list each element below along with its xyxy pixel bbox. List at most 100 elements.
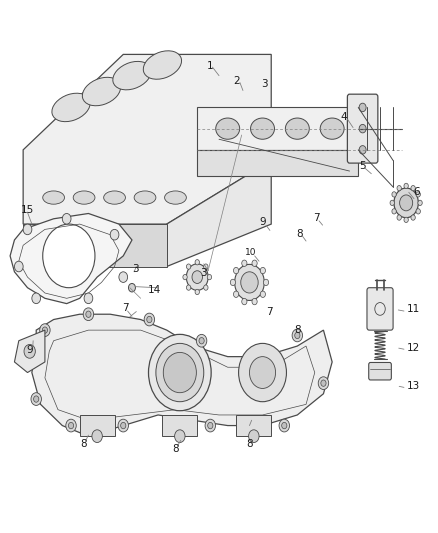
Text: 4: 4	[341, 112, 347, 122]
Circle shape	[252, 298, 257, 305]
Circle shape	[233, 291, 239, 297]
Text: 5: 5	[359, 161, 365, 171]
Circle shape	[14, 261, 23, 272]
Text: 13: 13	[407, 381, 420, 391]
Text: 7: 7	[266, 306, 272, 317]
Polygon shape	[10, 214, 132, 304]
Text: 15: 15	[21, 205, 34, 215]
Text: 3: 3	[200, 268, 207, 278]
Ellipse shape	[143, 51, 181, 79]
Circle shape	[84, 293, 93, 304]
Ellipse shape	[165, 191, 186, 204]
Ellipse shape	[320, 118, 344, 139]
Circle shape	[196, 334, 207, 347]
Polygon shape	[23, 224, 167, 266]
Circle shape	[418, 200, 422, 206]
Circle shape	[62, 214, 71, 224]
Text: 14: 14	[148, 285, 161, 295]
Circle shape	[187, 285, 191, 290]
Circle shape	[118, 419, 128, 432]
Circle shape	[394, 188, 418, 217]
Circle shape	[241, 272, 258, 293]
Circle shape	[204, 264, 208, 269]
Text: 8: 8	[172, 445, 179, 455]
Text: 2: 2	[233, 76, 240, 86]
Circle shape	[42, 327, 47, 333]
Text: 12: 12	[407, 343, 420, 353]
Circle shape	[183, 274, 187, 280]
Circle shape	[187, 264, 191, 269]
Circle shape	[199, 337, 204, 344]
Polygon shape	[14, 330, 45, 373]
Circle shape	[195, 289, 199, 295]
Circle shape	[397, 185, 401, 191]
Text: 3: 3	[132, 264, 139, 274]
Circle shape	[359, 103, 366, 112]
Text: 9: 9	[259, 217, 266, 228]
Circle shape	[416, 192, 420, 197]
Text: 1: 1	[207, 61, 213, 70]
Circle shape	[239, 343, 286, 402]
Text: 8: 8	[296, 229, 303, 239]
Text: 9: 9	[26, 345, 33, 356]
Circle shape	[43, 224, 95, 288]
Text: 3: 3	[261, 78, 268, 88]
Circle shape	[252, 260, 257, 266]
Circle shape	[207, 274, 212, 280]
FancyBboxPatch shape	[369, 362, 391, 380]
Circle shape	[24, 344, 35, 358]
Circle shape	[147, 317, 152, 322]
Circle shape	[249, 430, 259, 442]
Circle shape	[279, 419, 290, 432]
Circle shape	[397, 215, 401, 220]
Circle shape	[83, 308, 94, 320]
Circle shape	[411, 215, 415, 220]
Ellipse shape	[43, 191, 64, 204]
Circle shape	[392, 192, 396, 197]
Circle shape	[411, 185, 415, 191]
Circle shape	[204, 285, 208, 290]
Text: 6: 6	[414, 187, 420, 197]
Circle shape	[295, 332, 300, 338]
Ellipse shape	[104, 191, 125, 204]
Ellipse shape	[73, 191, 95, 204]
Polygon shape	[32, 314, 332, 436]
Circle shape	[31, 393, 42, 406]
Circle shape	[282, 422, 287, 429]
Circle shape	[110, 229, 119, 240]
Circle shape	[416, 209, 420, 214]
Circle shape	[23, 224, 32, 235]
Circle shape	[208, 422, 213, 429]
Circle shape	[128, 284, 135, 292]
Polygon shape	[167, 160, 271, 266]
Circle shape	[195, 260, 199, 265]
Circle shape	[404, 183, 408, 189]
Text: 11: 11	[407, 304, 420, 314]
Circle shape	[66, 419, 76, 432]
Circle shape	[186, 264, 208, 290]
Text: 7: 7	[313, 213, 320, 223]
Ellipse shape	[113, 61, 151, 90]
Circle shape	[148, 334, 211, 411]
Polygon shape	[162, 415, 197, 436]
Text: 8: 8	[80, 439, 87, 449]
Circle shape	[144, 313, 155, 326]
Circle shape	[192, 271, 202, 284]
Circle shape	[321, 380, 326, 386]
Circle shape	[205, 419, 215, 432]
Polygon shape	[80, 415, 115, 436]
Circle shape	[318, 377, 328, 390]
Circle shape	[292, 329, 303, 342]
Circle shape	[250, 357, 276, 389]
Circle shape	[163, 352, 196, 393]
Ellipse shape	[134, 191, 156, 204]
Polygon shape	[237, 415, 271, 436]
Circle shape	[359, 146, 366, 154]
Circle shape	[404, 217, 408, 222]
Text: 8: 8	[246, 439, 253, 449]
Circle shape	[230, 279, 236, 286]
Ellipse shape	[216, 118, 240, 139]
Circle shape	[119, 272, 127, 282]
Circle shape	[392, 209, 396, 214]
FancyBboxPatch shape	[347, 94, 378, 163]
